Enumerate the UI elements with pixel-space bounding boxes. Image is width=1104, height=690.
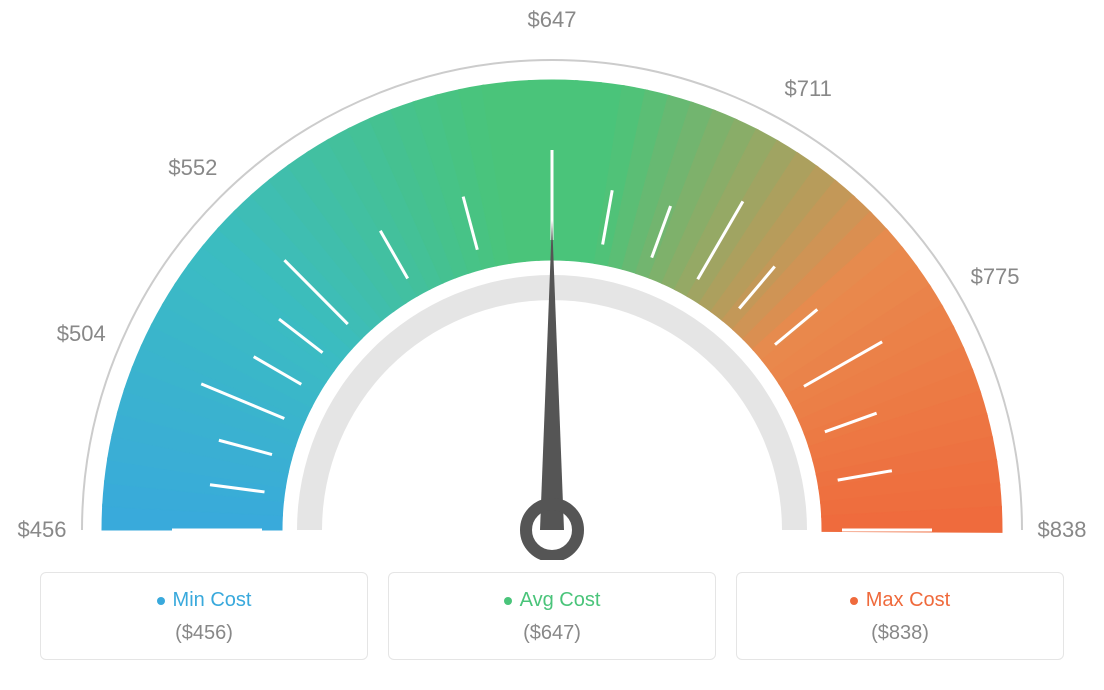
gauge-tick-label: $775	[971, 264, 1020, 290]
dot-icon	[157, 597, 165, 605]
gauge-svg	[0, 0, 1104, 560]
dot-icon	[850, 597, 858, 605]
legend-title-max: Max Cost	[850, 589, 950, 612]
gauge-tick-label: $647	[528, 7, 577, 33]
legend-label: Avg Cost	[520, 589, 601, 612]
gauge-tick-label: $711	[785, 76, 832, 102]
legend-label: Max Cost	[866, 589, 950, 612]
gauge-tick-label: $504	[57, 321, 106, 347]
legend-title-min: Min Cost	[157, 589, 252, 612]
legend-value: ($838)	[737, 622, 1063, 645]
gauge-tick-label: $456	[18, 517, 67, 543]
legend-card-max: Max Cost ($838)	[736, 572, 1064, 660]
gauge-tick-label: $838	[1038, 517, 1087, 543]
gauge-tick-label: $552	[168, 155, 217, 181]
legend-title-avg: Avg Cost	[504, 589, 601, 612]
legend-label: Min Cost	[173, 589, 252, 612]
legend-value: ($647)	[389, 622, 715, 645]
legend-card-avg: Avg Cost ($647)	[388, 572, 716, 660]
dot-icon	[504, 597, 512, 605]
cost-gauge-chart: Min Cost ($456) Avg Cost ($647) Max Cost…	[0, 0, 1104, 690]
legend-row: Min Cost ($456) Avg Cost ($647) Max Cost…	[40, 572, 1064, 660]
legend-card-min: Min Cost ($456)	[40, 572, 368, 660]
legend-value: ($456)	[41, 622, 367, 645]
